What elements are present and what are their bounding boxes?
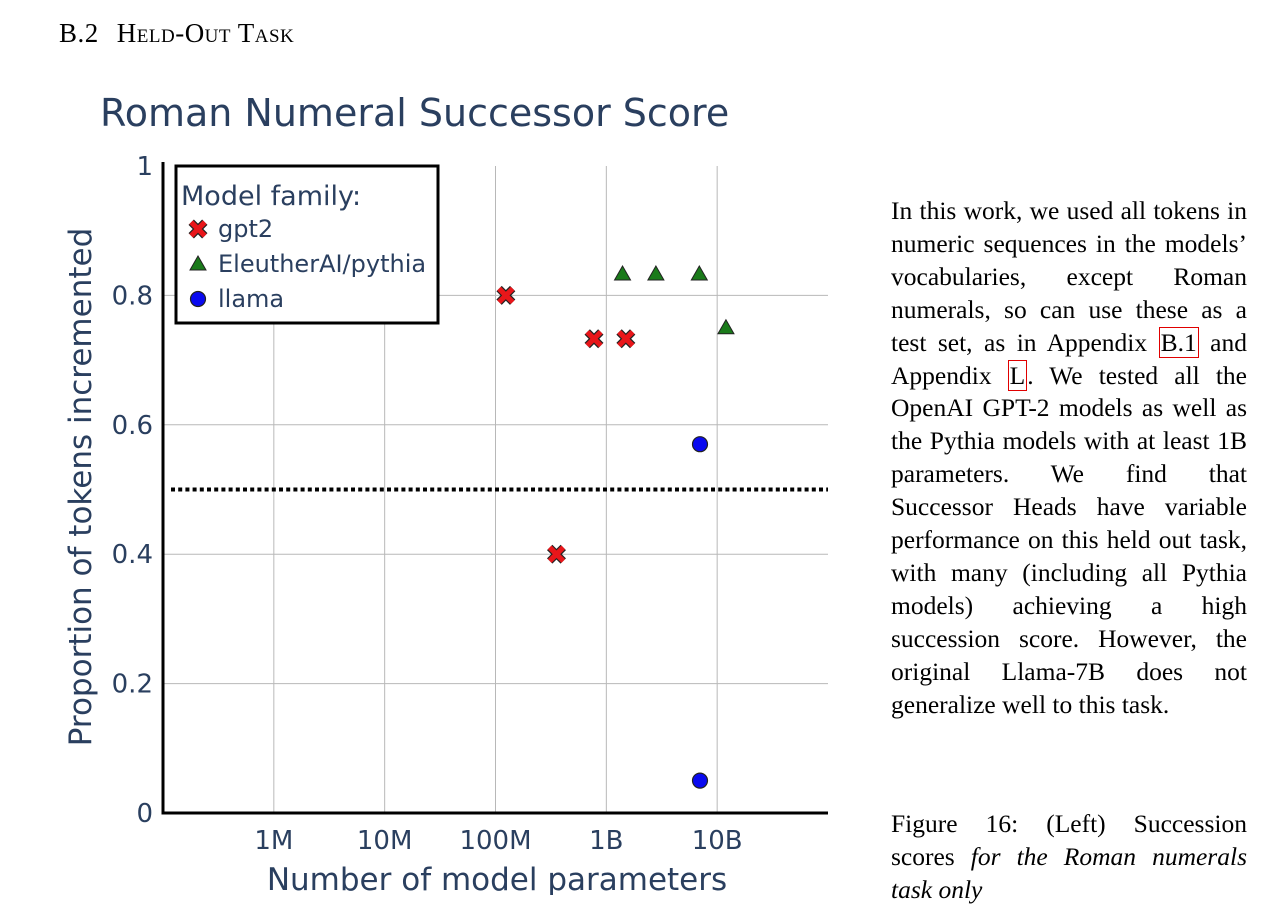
axes: 1M 10M 100M 1B 10B 0 0.2 0.4 0.6 0.8 1 bbox=[112, 152, 828, 856]
pythia-point bbox=[613, 265, 632, 281]
gpt2-point-fill bbox=[585, 330, 603, 348]
y-tick-label: 1 bbox=[136, 152, 153, 182]
llama-point bbox=[691, 436, 709, 453]
caption-text: (Left) Succession scores bbox=[891, 809, 1247, 871]
legend-marker-triangle bbox=[189, 254, 207, 271]
gpt2-point-fill bbox=[617, 330, 635, 348]
figure-caption: Figure 16: (Left) Succession scores for … bbox=[891, 808, 1247, 907]
x-tick-label: 1B bbox=[589, 826, 623, 856]
x-tick-label: 100M bbox=[459, 826, 531, 856]
caption-label: Figure 16: bbox=[891, 809, 1019, 838]
section-heading: B.2 Held-Out Task bbox=[59, 18, 294, 49]
legend-box bbox=[174, 164, 440, 325]
legend-entry: gpt2 bbox=[218, 215, 273, 243]
legend-entry: llama bbox=[218, 285, 284, 313]
x-tick-label: 1M bbox=[254, 826, 293, 856]
x-axis-label: Number of model parameters bbox=[267, 862, 727, 895]
y-tick-label: 0.4 bbox=[112, 540, 153, 570]
paragraph-text: and Appendix bbox=[891, 327, 1247, 390]
body-paragraph: In this work, we used all tokens in nume… bbox=[891, 195, 1247, 722]
data-marks bbox=[496, 265, 735, 789]
y-tick-label: 0 bbox=[136, 799, 153, 829]
legend-marker-x bbox=[188, 219, 208, 239]
appendix-ref-link[interactable]: B.1 bbox=[1158, 326, 1199, 358]
gpt2-point bbox=[496, 285, 516, 305]
legend-title: Model family: bbox=[181, 181, 361, 212]
pythia-point bbox=[690, 265, 709, 281]
x-tick-label: 10M bbox=[357, 826, 413, 856]
gpt2-point bbox=[616, 329, 636, 349]
caption-emphasis: for the Roman numerals task only bbox=[891, 841, 1247, 904]
y-axis-label: Proportion of tokens incremented bbox=[63, 228, 99, 747]
legend-marker-circle bbox=[189, 290, 207, 308]
legend-entry: EleutherAI/pythia bbox=[218, 250, 426, 278]
gpt2-point bbox=[584, 329, 604, 349]
legend-marker-x-fill bbox=[189, 220, 207, 238]
section-title: Held-Out Task bbox=[116, 18, 295, 48]
appendix-ref-link[interactable]: L bbox=[1007, 359, 1028, 391]
legend: Model family: gpt2 EleutherAI/pythia llama bbox=[174, 164, 440, 325]
x-tick-label: 10B bbox=[692, 826, 743, 856]
y-tick-label: 0.2 bbox=[112, 670, 153, 700]
paragraph-text: In this work, we used all tokens in nume… bbox=[891, 196, 1247, 357]
paragraph-text: . We tested all the OpenAI GPT-2 models … bbox=[891, 360, 1247, 719]
chart-title: Roman Numeral Successor Score bbox=[100, 91, 729, 135]
gpt2-point-fill bbox=[497, 286, 515, 305]
gpt2-point bbox=[546, 544, 566, 564]
section-number: B.2 bbox=[59, 18, 99, 48]
llama-point bbox=[691, 772, 709, 789]
roman-numeral-chart: 1M 10M 100M 1B 10B 0 0.2 0.4 0.6 0.8 1 Model famil… bbox=[63, 91, 828, 895]
pythia-point bbox=[717, 318, 735, 335]
pythia-point bbox=[647, 265, 665, 281]
y-tick-label: 0.6 bbox=[112, 411, 153, 441]
gpt2-point-fill bbox=[547, 545, 566, 563]
y-tick-label: 0.8 bbox=[112, 281, 153, 311]
